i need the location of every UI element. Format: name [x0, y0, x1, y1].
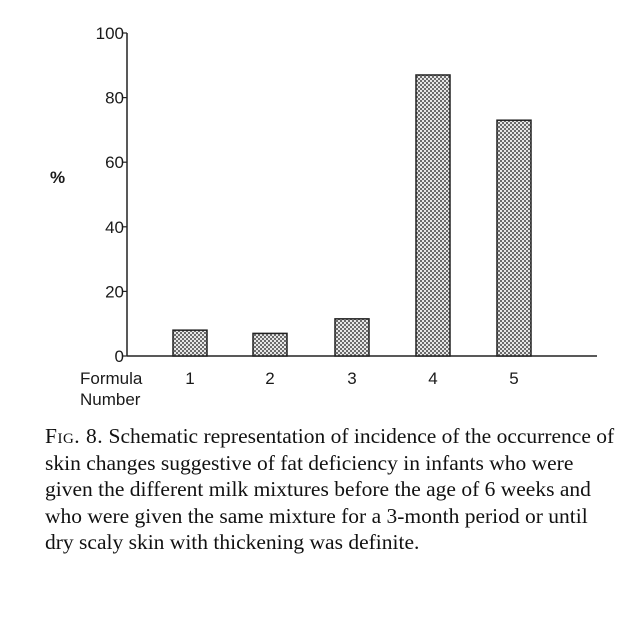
bar-formula-1 — [172, 329, 208, 357]
y-tick-labels: 0 20 40 60 80 100 — [96, 24, 124, 366]
bar-formula-4 — [415, 74, 451, 357]
x-tick-label: 2 — [265, 369, 274, 388]
bar-formula-5 — [496, 119, 532, 357]
y-tick-label: 40 — [105, 218, 124, 237]
x-tick-label: 5 — [509, 369, 518, 388]
y-tick-label: 100 — [96, 24, 124, 43]
bar-formula-3 — [334, 318, 370, 357]
y-tick-label: 60 — [105, 153, 124, 172]
figure-caption: Fig. 8. Schematic representation of inci… — [45, 423, 615, 556]
caption-text: Schematic representation of incidence of… — [45, 424, 615, 554]
bar-formula-2 — [252, 332, 288, 357]
x-axis-label-line-2: Number — [80, 390, 141, 409]
x-tick-label: 4 — [428, 369, 437, 388]
bar-chart: 0 20 40 60 80 100 1 2 3 4 5 % Formula Number — [50, 24, 597, 409]
y-axis-label: % — [50, 168, 65, 187]
caption-figure-number: Fig. 8. — [45, 424, 104, 448]
y-tick-label: 20 — [105, 282, 124, 301]
y-tick-label: 0 — [115, 347, 124, 366]
x-tick-labels: 1 2 3 4 5 — [185, 369, 518, 388]
bars-group — [172, 74, 532, 357]
x-tick-label: 3 — [347, 369, 356, 388]
x-axis-label-line-1: Formula — [80, 369, 143, 388]
x-tick-label: 1 — [185, 369, 194, 388]
y-tick-label: 80 — [105, 89, 124, 108]
